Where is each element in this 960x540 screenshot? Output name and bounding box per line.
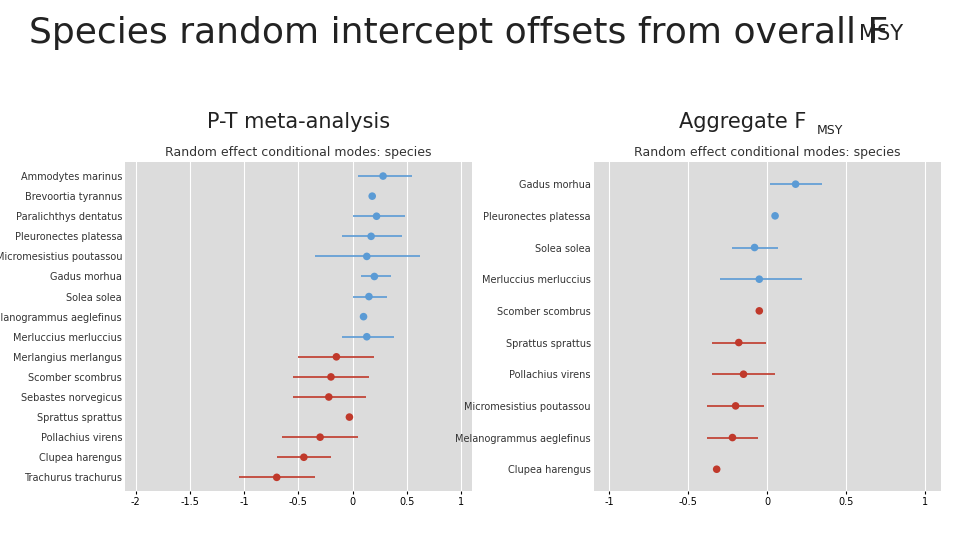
Point: [324, 373, 339, 381]
Point: [725, 433, 740, 442]
Point: [767, 212, 782, 220]
Point: [342, 413, 357, 421]
Point: [297, 453, 312, 462]
Point: [375, 172, 391, 180]
Title: Random effect conditional modes: species: Random effect conditional modes: species: [634, 146, 900, 159]
Text: MSY: MSY: [859, 24, 903, 44]
Text: MSY: MSY: [817, 124, 844, 137]
Point: [359, 333, 374, 341]
Point: [788, 180, 804, 188]
Point: [732, 338, 747, 347]
Point: [312, 433, 327, 442]
Point: [328, 353, 344, 361]
Point: [269, 473, 284, 482]
Point: [365, 192, 380, 200]
Point: [728, 402, 743, 410]
Point: [752, 307, 767, 315]
Point: [361, 292, 376, 301]
Point: [735, 370, 751, 379]
Point: [752, 275, 767, 284]
Point: [369, 212, 384, 220]
Text: Aggregate F: Aggregate F: [680, 112, 806, 132]
Point: [709, 465, 725, 474]
Point: [367, 272, 382, 281]
Point: [747, 243, 762, 252]
Point: [364, 232, 379, 241]
Point: [356, 312, 372, 321]
Point: [359, 252, 374, 261]
Title: Random effect conditional modes: species: Random effect conditional modes: species: [165, 146, 432, 159]
Point: [321, 393, 337, 401]
Text: Species random intercept offsets from overall F: Species random intercept offsets from ov…: [29, 16, 888, 50]
Text: P-T meta-analysis: P-T meta-analysis: [206, 112, 390, 132]
